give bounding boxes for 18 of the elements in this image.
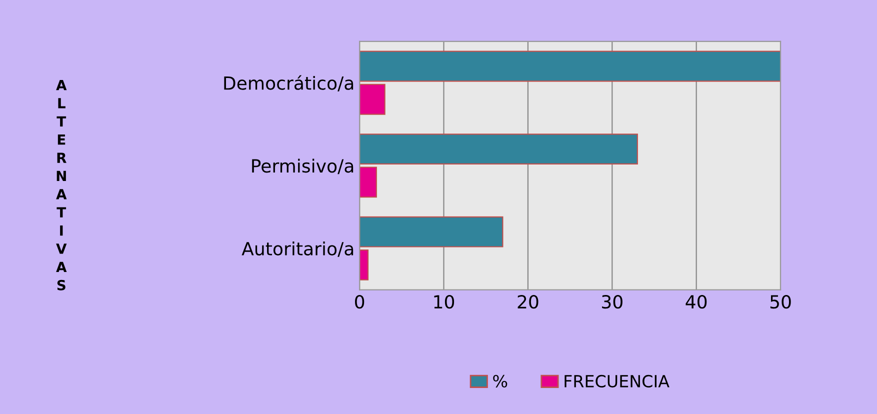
y-tick-label: Democrático/a	[224, 75, 354, 92]
bar	[360, 216, 504, 248]
bar	[360, 84, 386, 115]
x-tick-label: 50	[770, 294, 791, 309]
text: ALTERNATIVAS	[56, 80, 67, 290]
x-tick-label: 40	[686, 294, 707, 309]
legend-label: FRECUENCIA	[564, 374, 670, 388]
bar	[360, 166, 377, 198]
x-tick-label: 20	[518, 294, 538, 309]
bar	[360, 250, 369, 280]
x-tick-label: 30	[602, 294, 622, 309]
y-tick-label: Permisivo/a	[252, 158, 354, 174]
y-tick-label: Autoritario/a	[242, 242, 354, 257]
bar	[360, 134, 638, 164]
bar	[360, 50, 781, 82]
x-tick-label: 10	[434, 294, 454, 309]
x-tick-label: 0	[355, 294, 364, 309]
legend-label: %	[493, 374, 508, 388]
